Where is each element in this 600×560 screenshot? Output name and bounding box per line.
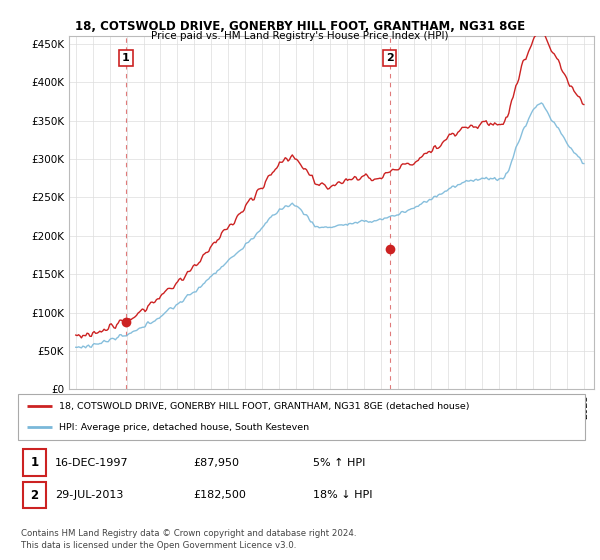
Text: HPI: Average price, detached house, South Kesteven: HPI: Average price, detached house, Sout…	[59, 423, 309, 432]
Text: 1: 1	[122, 53, 130, 63]
Text: 2: 2	[386, 53, 394, 63]
Text: 16-DEC-1997: 16-DEC-1997	[55, 458, 128, 468]
Text: 1: 1	[31, 456, 38, 469]
Text: Price paid vs. HM Land Registry's House Price Index (HPI): Price paid vs. HM Land Registry's House …	[151, 31, 449, 41]
Text: 2: 2	[31, 488, 38, 502]
Text: 18% ↓ HPI: 18% ↓ HPI	[313, 490, 373, 500]
Text: 5% ↑ HPI: 5% ↑ HPI	[313, 458, 365, 468]
Text: £182,500: £182,500	[194, 490, 247, 500]
Text: 29-JUL-2013: 29-JUL-2013	[55, 490, 123, 500]
Bar	[23, 449, 46, 476]
Text: Contains HM Land Registry data © Crown copyright and database right 2024.
This d: Contains HM Land Registry data © Crown c…	[21, 529, 356, 550]
Text: £87,950: £87,950	[194, 458, 240, 468]
Text: 18, COTSWOLD DRIVE, GONERBY HILL FOOT, GRANTHAM, NG31 8GE: 18, COTSWOLD DRIVE, GONERBY HILL FOOT, G…	[75, 20, 525, 32]
Bar	[23, 482, 46, 508]
Text: 18, COTSWOLD DRIVE, GONERBY HILL FOOT, GRANTHAM, NG31 8GE (detached house): 18, COTSWOLD DRIVE, GONERBY HILL FOOT, G…	[59, 402, 469, 410]
